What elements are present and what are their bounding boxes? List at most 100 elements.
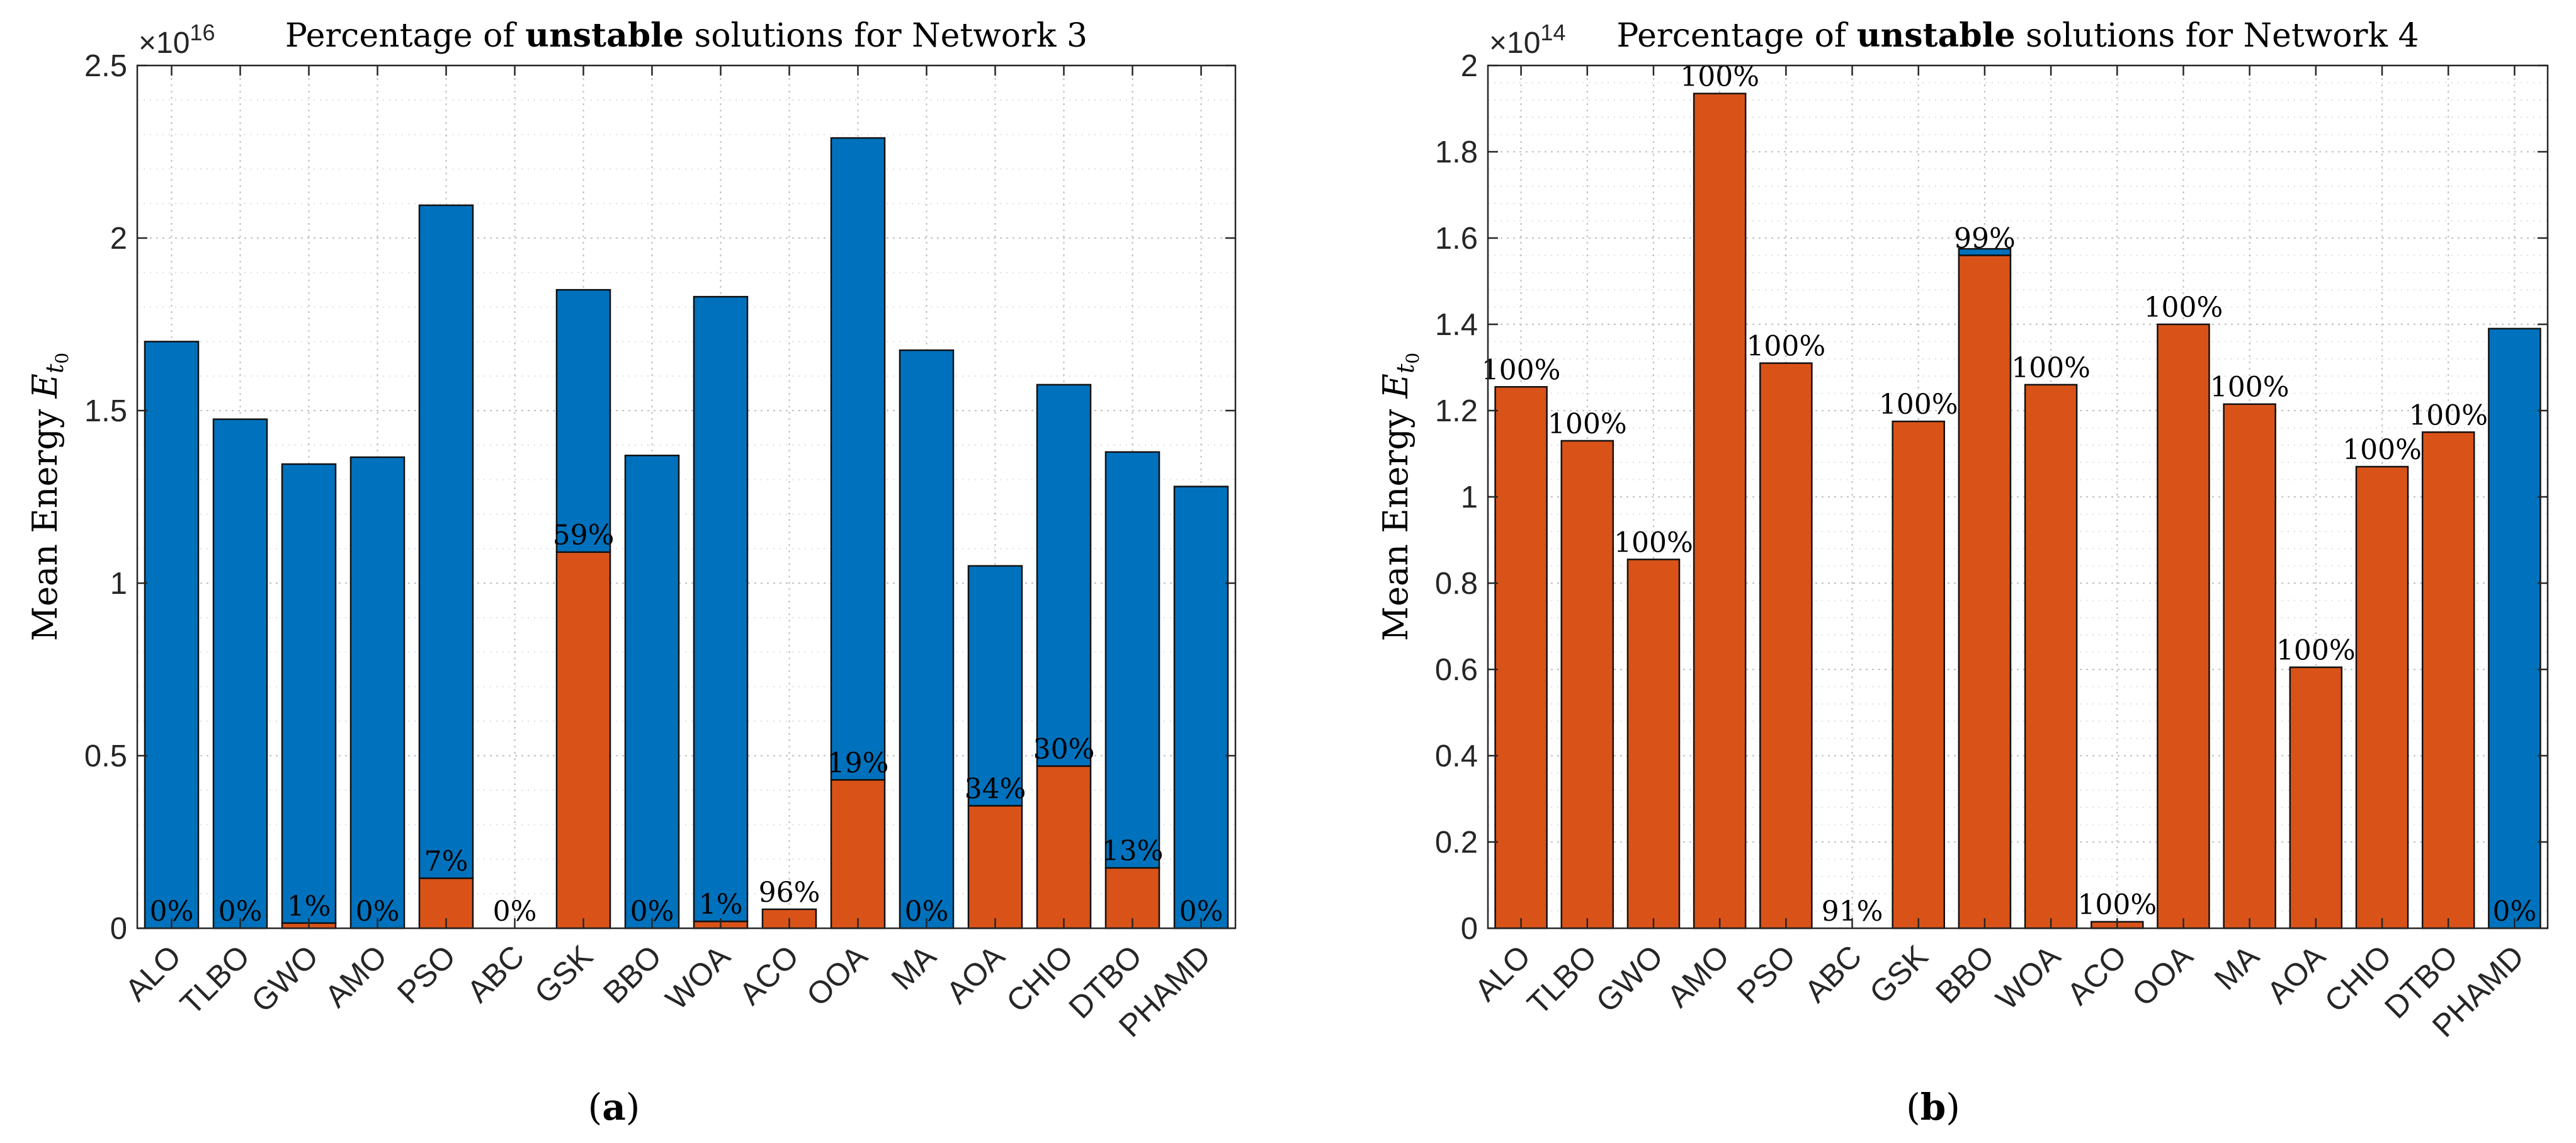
panel-label-part-0: ( bbox=[1906, 1086, 1921, 1129]
exponent-label: ×1016 bbox=[139, 20, 215, 60]
bar-unstable-bbo bbox=[1958, 254, 2012, 930]
x-tick-label-abc: ABC bbox=[460, 938, 531, 1009]
y-tick-label: 2.5 bbox=[84, 49, 127, 83]
exponent-base: ×10 bbox=[1489, 26, 1540, 60]
title-part-2: solutions for Network 3 bbox=[684, 17, 1087, 55]
bar-stable-woa bbox=[693, 295, 749, 923]
exponent-label: ×1014 bbox=[1489, 20, 1565, 60]
bar-unstable-chio bbox=[2355, 465, 2409, 930]
data-label-chio: 30% bbox=[1033, 733, 1095, 765]
x-tick-label-aoa: AOA bbox=[2260, 938, 2332, 1011]
x-tick-label-ma: MA bbox=[2208, 938, 2266, 997]
bar-stable-dtbo bbox=[1104, 451, 1160, 869]
bar-stable-tlbo bbox=[212, 418, 268, 930]
panel-label: (a) bbox=[588, 1086, 640, 1129]
x-tick-label-woa: WOA bbox=[1989, 938, 2068, 1017]
bar-unstable-aoa bbox=[2289, 666, 2343, 930]
y-label-part-3: 0 bbox=[52, 353, 72, 364]
title-part-0: Percentage of bbox=[1616, 17, 1856, 55]
panel-label-part-2: ) bbox=[1946, 1086, 1960, 1129]
y-tick-label: 2 bbox=[1461, 49, 1478, 83]
bar-stable-pso bbox=[418, 204, 474, 879]
x-tick-label-tlbo: TLBO bbox=[1521, 938, 1604, 1021]
data-label-dtbo: 13% bbox=[1102, 835, 1164, 867]
x-tick-label-ooa: OOA bbox=[800, 938, 875, 1013]
bar-unstable-ooa bbox=[2157, 323, 2210, 930]
y-label-part-0: Mean Energy bbox=[1376, 398, 1416, 641]
x-tick-label-woa: WOA bbox=[659, 938, 737, 1017]
y-tick-label: 2 bbox=[110, 222, 127, 256]
chart-panel-1: 0% 0% 1% 0%7%0%59%0% 1% 96%19%0%34%30%13%0%00… bbox=[25, 16, 1237, 1129]
x-tick-label-bbo: BBO bbox=[1929, 938, 2000, 1010]
y-axis: 0 0.2 0.4 0.6 0.8 1 1.2 1.4 1.6 1.8 2 bbox=[1435, 49, 2548, 946]
bar-unstable-pso bbox=[1759, 362, 1813, 930]
x-tick-label-pso: PSO bbox=[390, 938, 462, 1010]
x-tick-label-amo: AMO bbox=[1660, 938, 1736, 1014]
data-label-aco: 100% bbox=[2077, 889, 2157, 921]
y-axis: 0 0.5 1 1.5 2 2.5 bbox=[84, 49, 1235, 946]
y-tick-label: 1.6 bbox=[1435, 222, 1478, 256]
bar-stable-chio bbox=[1036, 384, 1092, 767]
bar-stable-ooa bbox=[830, 137, 886, 781]
bar-unstable-amo bbox=[1693, 93, 1747, 930]
bar-stable-aoa bbox=[967, 565, 1023, 807]
x-tick-label-bbo: BBO bbox=[596, 938, 668, 1010]
y-axis-label: Mean Energy Et0 bbox=[1376, 353, 1423, 641]
chart-title: Percentage of unstable solutions for Net… bbox=[285, 16, 1087, 55]
bar-stable-phamd bbox=[1173, 486, 1229, 930]
y-tick-label: 1 bbox=[110, 567, 127, 601]
x-tick-label-tlbo: TLBO bbox=[173, 938, 256, 1021]
axes-box bbox=[136, 64, 1237, 930]
data-label-woa: 100% bbox=[2011, 352, 2091, 384]
y-tick-label: 0 bbox=[110, 912, 127, 946]
data-label-bbo: 99% bbox=[1954, 222, 2016, 254]
data-label-ooa: 100% bbox=[2144, 292, 2223, 324]
panel-label: (b) bbox=[1906, 1086, 1960, 1129]
data-label-ooa: 19% bbox=[827, 747, 889, 779]
bar-stable-gsk bbox=[555, 288, 611, 553]
bar-unstable-chio bbox=[1036, 765, 1092, 930]
bar-unstable-woa bbox=[2024, 384, 2078, 930]
bar-unstable-aoa bbox=[967, 805, 1023, 930]
bar-unstable-dtbo bbox=[2421, 431, 2475, 930]
y-label-part-1: E bbox=[25, 373, 65, 399]
bar-stable-phamd bbox=[2488, 327, 2541, 930]
x-tick-label-aoa: AOA bbox=[939, 938, 1012, 1011]
x-tick-label-ooa: OOA bbox=[2125, 938, 2200, 1013]
y-tick-label: 1.2 bbox=[1435, 394, 1478, 428]
y-label-part-3: 0 bbox=[1402, 353, 1423, 364]
data-label-alo: 100% bbox=[1482, 354, 1561, 386]
bar-unstable-tlbo bbox=[1560, 440, 1614, 930]
y-tick-label: 0.6 bbox=[1435, 653, 1478, 687]
data-label-tlbo: 100% bbox=[1548, 408, 1627, 440]
bars bbox=[1494, 93, 2541, 930]
y-tick-label: 0.2 bbox=[1435, 826, 1478, 860]
x-tick-label-pso: PSO bbox=[1730, 938, 1802, 1010]
y-tick-label: 1 bbox=[1461, 481, 1478, 515]
panel-label-part-2: ) bbox=[626, 1086, 640, 1129]
x-tick-label-gsk: GSK bbox=[528, 938, 599, 1010]
bar-unstable-ooa bbox=[830, 779, 886, 930]
data-label-gsk: 59% bbox=[553, 520, 615, 552]
exponent-power: 14 bbox=[1540, 20, 1565, 45]
bar-unstable-gsk bbox=[555, 551, 611, 930]
title-part-2: solutions for Network 4 bbox=[2015, 17, 2419, 55]
chart-title: Percentage of unstable solutions for Net… bbox=[1616, 16, 2419, 55]
exponent-power: 16 bbox=[190, 20, 215, 45]
x-tick-label-abc: ABC bbox=[1798, 938, 1868, 1009]
x-tick-label-aco: ACO bbox=[732, 938, 805, 1011]
bar-stable-bbo bbox=[1958, 247, 2012, 256]
data-label-aoa: 34% bbox=[965, 773, 1026, 805]
data-label-aco: 96% bbox=[759, 877, 820, 909]
bars bbox=[144, 137, 1229, 930]
bar-stable-alo bbox=[144, 341, 200, 930]
data-label-dtbo: 100% bbox=[2409, 399, 2488, 431]
title-part-1: unstable bbox=[525, 16, 684, 55]
y-tick-label: 0.4 bbox=[1435, 739, 1478, 773]
x-tick-label-gwo: GWO bbox=[244, 938, 325, 1019]
bar-stable-amo bbox=[349, 456, 406, 930]
y-tick-label: 1.8 bbox=[1435, 135, 1478, 169]
y-tick-label: 0.8 bbox=[1435, 567, 1478, 601]
bar-stable-gwo bbox=[281, 463, 337, 924]
bar-stable-bbo bbox=[624, 454, 680, 930]
